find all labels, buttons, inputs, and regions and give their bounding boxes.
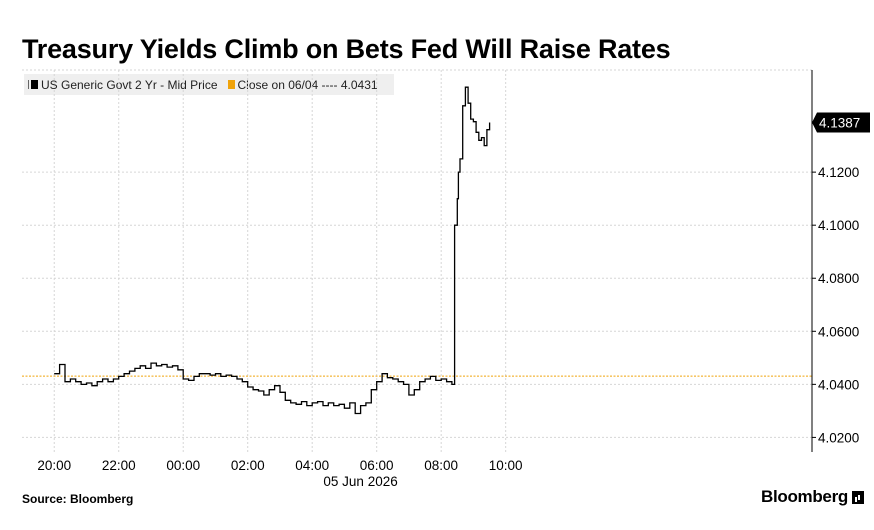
y-tick-label: 4.1200 (818, 165, 859, 180)
brand-name: Bloomberg (760, 487, 848, 506)
x-tick-label: 08:00 (424, 458, 458, 473)
series-layer (54, 86, 491, 415)
y-tick-label: 4.0200 (818, 430, 859, 445)
grid-lines (22, 69, 812, 452)
last-price-tag-bg (812, 112, 870, 133)
x-tick-label: 20:00 (37, 458, 71, 473)
legend-series-item: US Generic Govt 2 Yr - Mid Price (28, 78, 218, 92)
legend-tick-icon (28, 80, 29, 89)
legend-close-item: Close on 06/04 ---- 4.0431 (227, 77, 378, 92)
legend-series-swatch (31, 80, 38, 89)
brand-logo: Bloomberg (761, 487, 864, 507)
x-tick-label: 02:00 (231, 458, 265, 473)
chart-legend: US Generic Govt 2 Yr - Mid Price Close o… (24, 74, 394, 95)
y-tick-label: 4.0600 (818, 324, 859, 339)
x-tick-label: 04:00 (295, 458, 329, 473)
y-tick-label: 4.0400 (818, 377, 859, 392)
last-price-tag: 4.1387 (812, 112, 870, 133)
axis-layer: 20:00 22:00 00:00 02:00 04:00 06:00 08:00 10:00… (37, 70, 870, 489)
x-tick-label: 10:00 (489, 458, 523, 473)
y-tick-label: 4.0800 (818, 271, 859, 286)
x-tick-label: 22:00 (102, 458, 136, 473)
bar-chart-icon (852, 490, 864, 504)
legend-series-label: US Generic Govt 2 Yr - Mid Price (41, 77, 218, 92)
x-date-label: 05 Jun 2026 (323, 474, 397, 489)
yield-series-line (54, 86, 491, 415)
x-tick-label: 00:00 (166, 458, 200, 473)
y-tick-label: 4.1000 (818, 218, 859, 233)
last-price-tag-label: 4.1387 (819, 116, 860, 131)
chart-title: Treasury Yields Climb on Bets Fed Will R… (22, 34, 671, 64)
legend-close-swatch (227, 80, 235, 89)
legend-close-label: Close on 06/04 ---- 4.0431 (237, 77, 378, 92)
x-tick-label: 06:00 (360, 458, 394, 473)
source-note: Source: Bloomberg (22, 492, 134, 506)
